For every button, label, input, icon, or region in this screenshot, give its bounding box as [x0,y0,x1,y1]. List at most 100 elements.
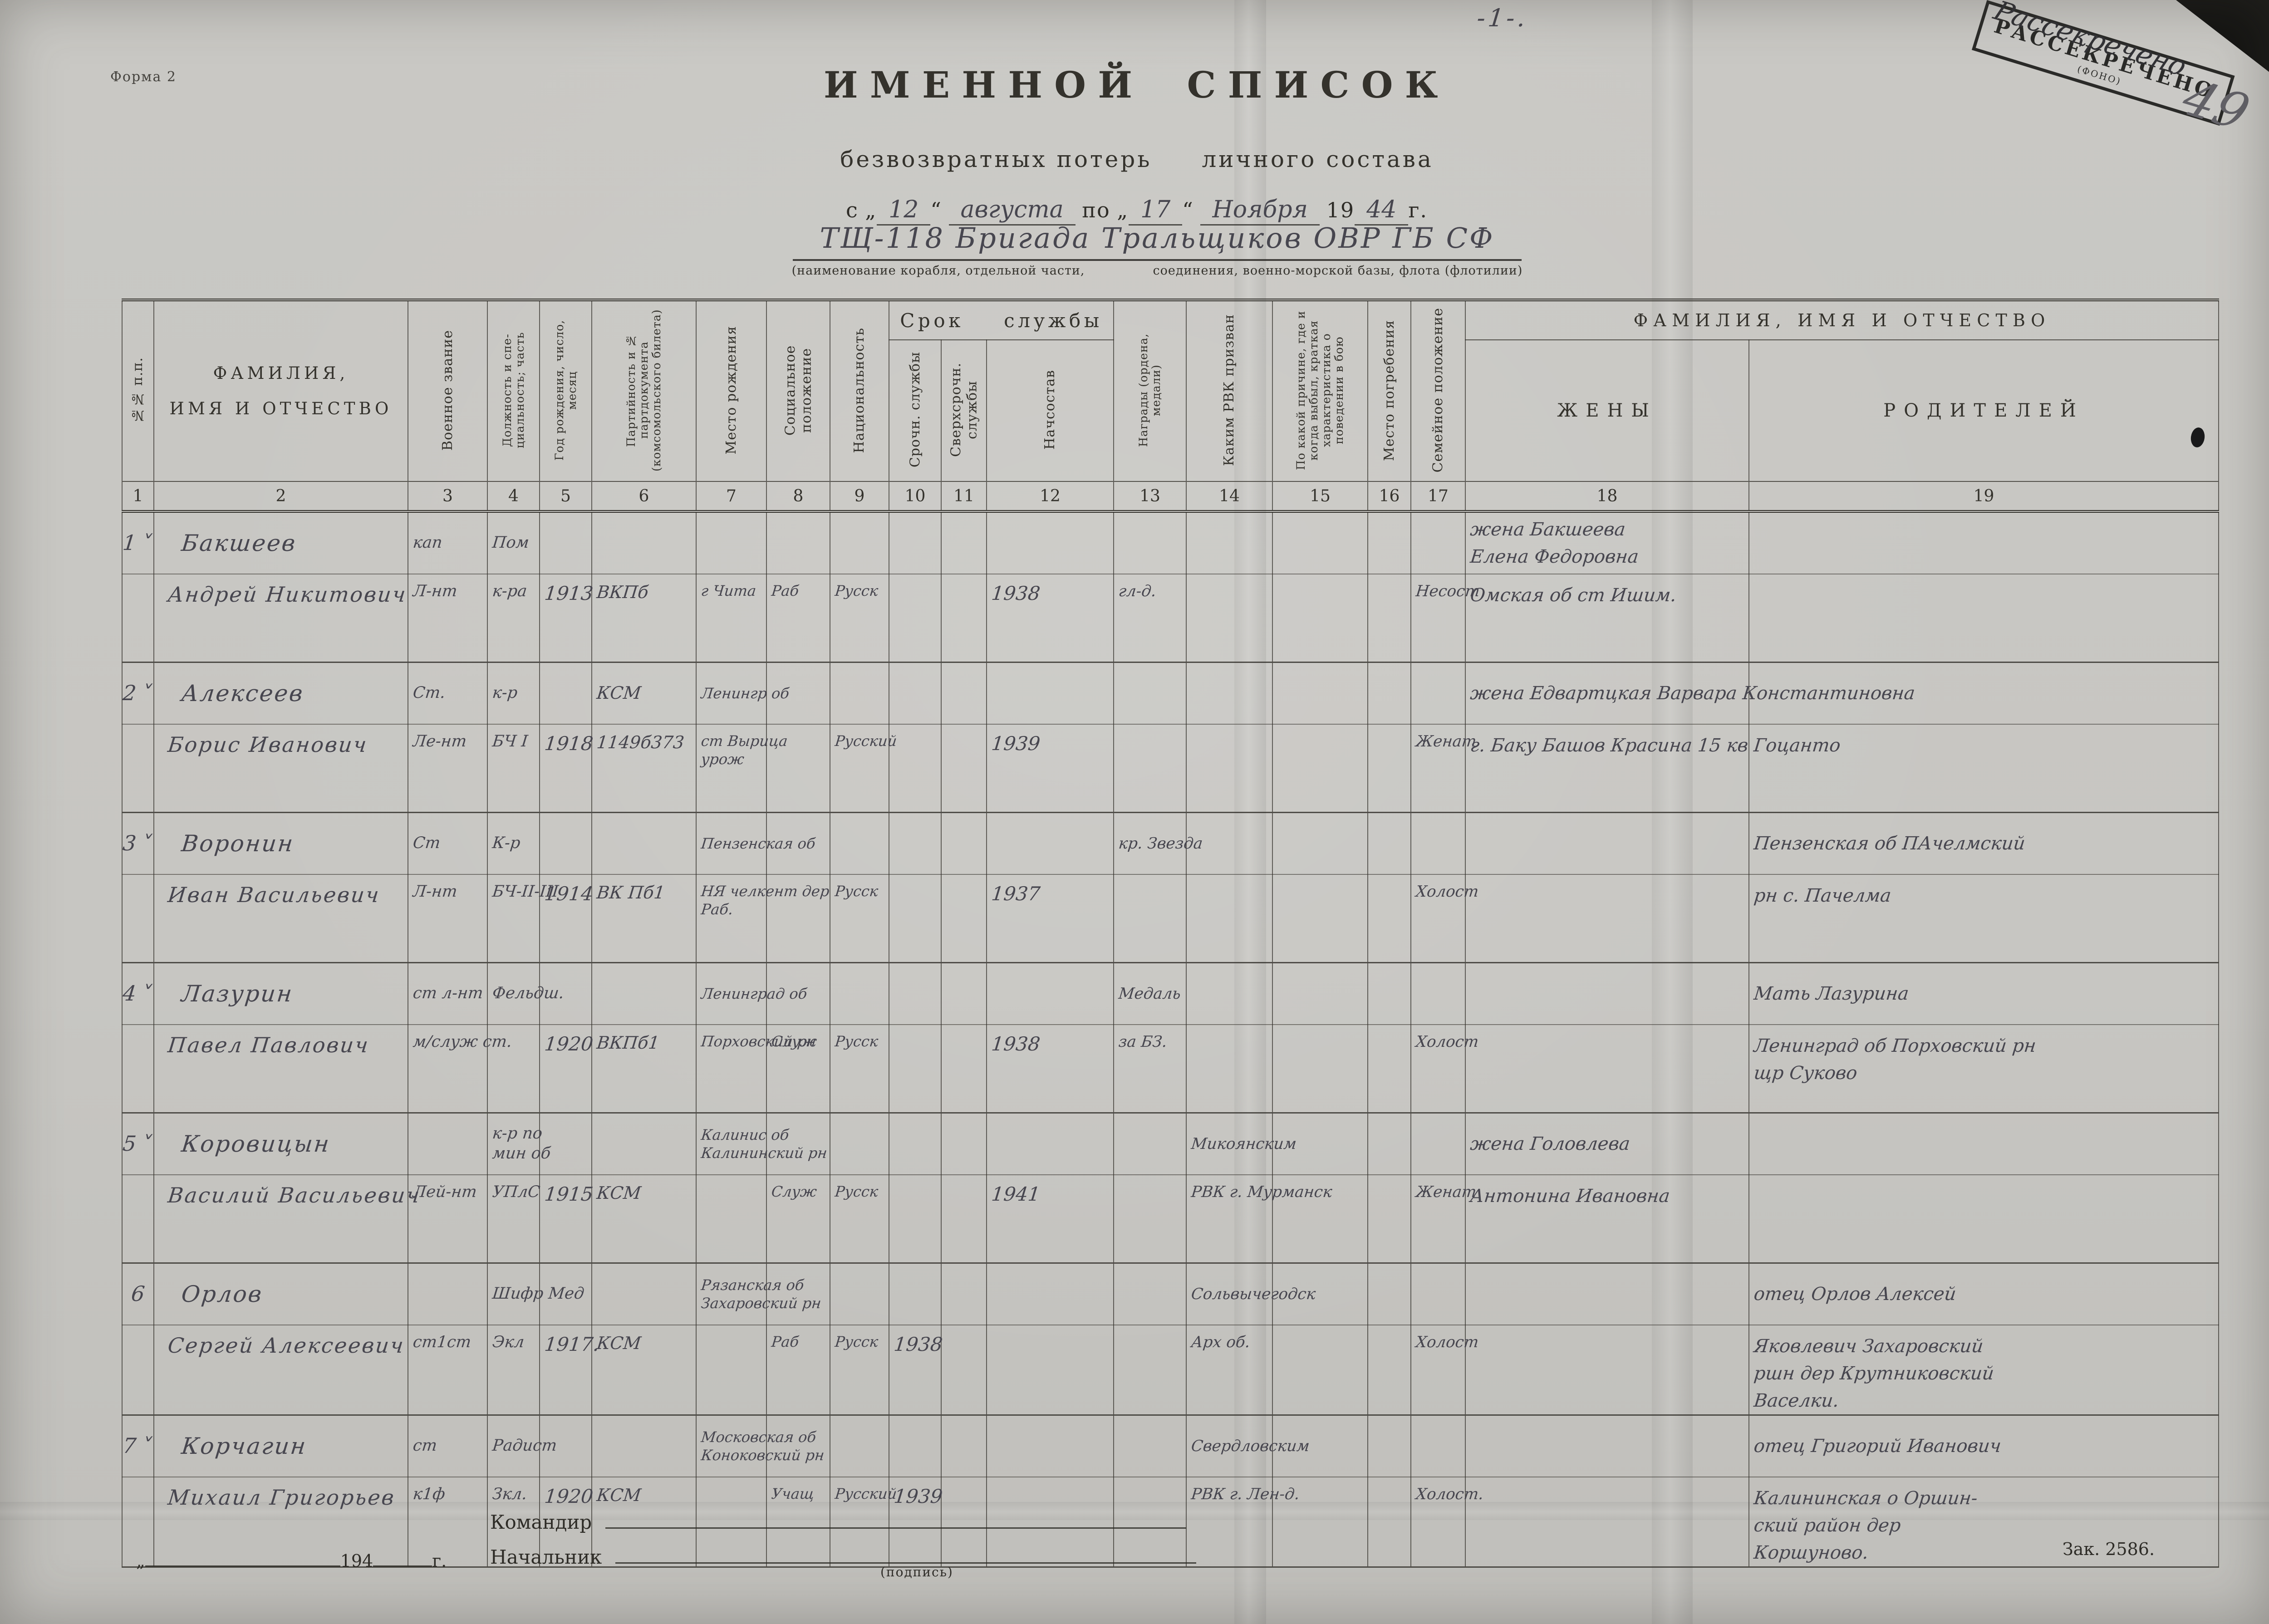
col-header-wife: ЖЕНЫ [1465,340,1749,481]
cell-col-10: 1939 [889,1477,944,1568]
cell-col-3: кап [408,511,488,574]
cell-col-19: отец Григорий Иванович [1748,1415,2220,1477]
cell-col-18: жена Головлева [1465,1113,1749,1175]
cell-col-16 [1367,1025,1411,1114]
cell-col-1: 4 ˅ [122,962,154,1025]
cell-col-4: Фельдш. [487,962,565,1025]
cell-col-6 [591,1415,697,1477]
col-header-burial: Место погребения [1367,300,1411,481]
cell-col-17: Холост [1410,1325,1479,1416]
cell-col-14 [1186,1025,1273,1114]
cell-col-6 [591,1263,697,1325]
cell-col-18: жена Едвартцкая Варвара Константиновна [1465,662,1916,725]
cell-col-3: ст [408,1415,488,1477]
cell-col-18 [1465,962,1749,1025]
cell-col-8 [766,1263,830,1325]
cell-col-16 [1367,1325,1411,1416]
cell-col-17 [1410,962,1466,1025]
cell-col-15 [1272,1325,1368,1416]
cell-col-14 [1186,511,1273,574]
cell-col-7: Калинис об Калининский рн [696,1113,828,1175]
cell-col-19: Яковлевич Захаровский ршн дер Крутниковск… [1748,1325,2220,1416]
cell-col-5 [539,1263,592,1325]
cell-col-16 [1367,662,1411,725]
cell-col-9: Русск [830,1025,889,1114]
cell-col-15 [1272,511,1368,574]
cell-col-6 [591,1113,697,1175]
col-header-social: Социальное положение [766,300,830,481]
cell-col-13: гл-д. [1113,574,1187,663]
cell-col-10 [889,1025,942,1114]
group-header-family-fio: ФАМИЛИЯ, ИМЯ И ОТЧЕСТВО [1464,300,2220,340]
cell-col-4: БЧ-II-III [487,874,560,963]
cell-col-17 [1410,812,1466,875]
cell-col-5 [539,1415,592,1477]
col-header-birthplace: Место рождения [696,300,767,481]
cell-col-18: Антонина Ивановна [1465,1175,1749,1264]
cell-col-9 [830,1113,889,1175]
cell-col-19: Мать Лазурина [1748,962,2220,1025]
table-header: №№ п.п. ФАМИЛИЯ, ИМЯ И ОТЧЕСТВО Военное … [122,300,2220,513]
cell-col-4: к-ра [487,574,540,663]
date-from-day: 12 [877,196,931,226]
col-header-npp: №№ п.п. [122,300,154,481]
cell-col-2: Лазурин [153,962,408,1025]
cell-col-14 [1186,662,1273,725]
subtitle-right: личного состава [1202,146,1434,172]
cell-col-3: Л-нт [408,574,488,663]
cell-col-14: РВК г. Лен-д. [1186,1477,1301,1568]
cell-col-19: Калининская о Оршин-ский район дер Коршун… [1748,1477,2220,1568]
cell-col-10 [889,1415,942,1477]
cell-col-1 [122,724,154,813]
table-row: 5 ˅ Коровицын к-р по мин об Калинис об Калини… [122,1113,2220,1175]
cell-col-14: Микоянским [1186,1113,1297,1175]
cell-col-11 [941,1263,987,1325]
cell-col-4: Пом [487,511,540,574]
cell-col-17 [1410,1415,1466,1477]
cell-col-13 [1113,1113,1187,1175]
cell-col-11 [941,962,987,1025]
cell-col-4: БЧ I [487,724,540,813]
table-row: 1 ˅ Бакшеев кап Пом жена Бакшеева Елена Федор… [122,511,2220,574]
cell-col-6 [591,511,697,574]
cell-col-9: Русский [830,1477,898,1568]
col-header-officers: Начсостав [986,340,1114,481]
cell-col-7: Рязанская об Захаровский рн [696,1263,822,1325]
cell-col-16 [1367,874,1411,963]
cell-col-16 [1367,511,1411,574]
cell-col-5: 1915 [539,1175,594,1264]
cell-col-12 [986,1325,1114,1416]
cell-col-19: отец Орлов Алексей [1748,1263,2220,1325]
cell-col-6: ВКПб1 [591,1025,697,1114]
col-header-cause: По какой причине, где и когда выбыл, кра… [1272,300,1368,481]
cell-col-17 [1410,1263,1466,1325]
cell-col-18 [1465,1263,1749,1325]
cell-col-4: К-р [487,812,540,875]
cell-col-4: Экл [487,1325,540,1416]
cell-col-9 [830,812,889,875]
cell-col-5 [539,962,592,1025]
cell-col-8: Учащ [766,1477,830,1568]
cell-col-15 [1272,1477,1368,1568]
cell-col-3: Ст. [408,662,488,725]
cell-col-1: 7 ˅ [122,1415,154,1477]
cell-col-7: НЯ челкент дер Раб. [696,874,830,963]
cell-col-5 [539,1113,592,1175]
cell-col-3: м/служ ст. [408,1025,513,1114]
cell-col-11 [941,874,987,963]
cell-col-14 [1186,874,1273,963]
col-header-marital: Семейное положение [1410,300,1466,481]
cell-col-10 [889,574,942,663]
cell-col-19: Ленинград об Порховский рн щр Суково [1748,1025,2220,1114]
cell-col-18: Омская об ст Ишим. [1465,574,1749,663]
cell-col-9 [830,962,889,1025]
casualty-roster-table: №№ п.п. ФАМИЛИЯ, ИМЯ И ОТЧЕСТВО Военное … [122,299,2220,1568]
cell-col-2: Корчагин [153,1415,408,1477]
cell-col-7: Московская об Коноковский рн [696,1415,825,1477]
cell-col-7 [696,1477,767,1568]
cell-col-4: УПлС [487,1175,541,1264]
cell-col-8 [766,1415,830,1477]
cell-col-5: 1920 [539,1025,594,1114]
cell-col-15 [1272,662,1368,725]
